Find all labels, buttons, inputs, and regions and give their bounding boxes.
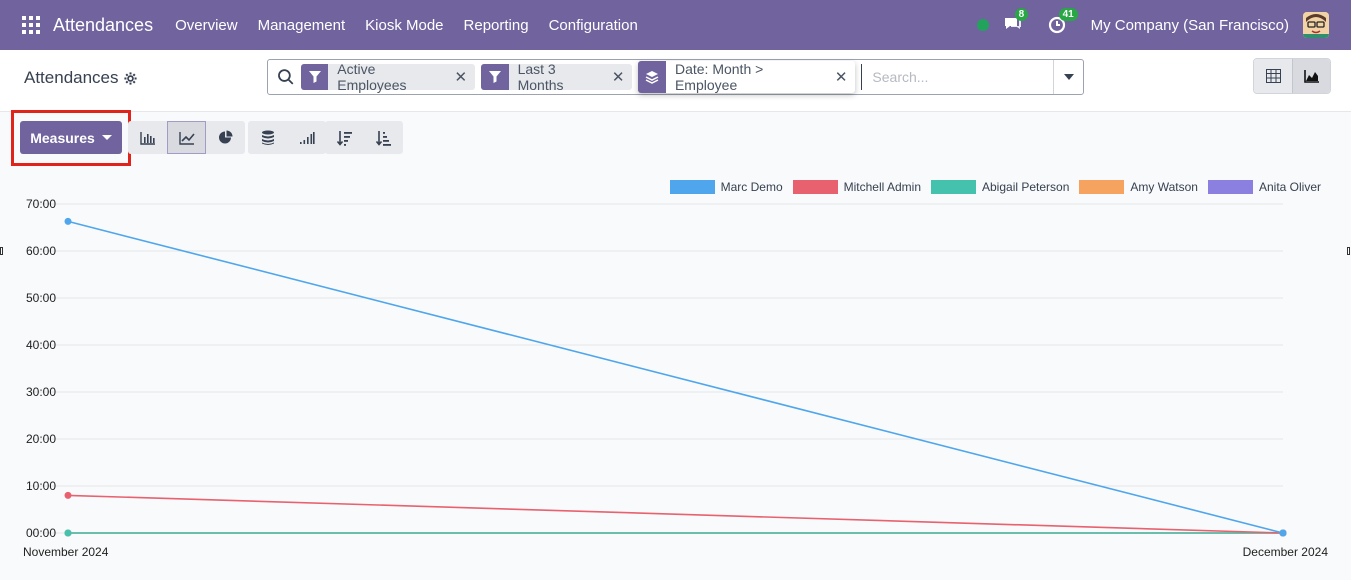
measures-label: Measures [30,129,95,146]
legend-item[interactable]: Abigail Peterson [931,180,1069,194]
legend-item[interactable]: Anita Oliver [1207,180,1321,194]
stacked-button[interactable] [248,121,287,154]
avatar-icon [1303,12,1329,38]
pie-chart-icon [219,130,233,144]
top-navbar: Attendances Overview Management Kiosk Mo… [0,0,1351,50]
layers-icon [638,61,666,93]
graph-view-button[interactable] [1292,59,1330,93]
sort-descending-icon [336,130,352,146]
close-icon[interactable]: ✕ [834,69,848,86]
sort-ascending-icon [375,130,391,146]
menu-kiosk-mode[interactable]: Kiosk Mode [365,16,444,34]
chart-options-group [248,121,326,154]
pivot-view-button[interactable] [1254,59,1292,93]
app-brand[interactable]: Attendances [53,14,154,35]
search-icon[interactable] [277,68,295,86]
legend-swatch [1079,180,1125,194]
sort-descending-button[interactable] [325,121,364,154]
chart-legend: Marc Demo Mitchell Admin Abigail Peterso… [660,180,1321,194]
company-switcher[interactable]: My Company (San Francisco) [1090,16,1289,34]
legend-swatch [792,180,838,194]
user-avatar[interactable] [1303,12,1329,38]
pie-chart-button[interactable] [206,121,245,154]
table-icon [1265,69,1281,83]
caret-down-icon [101,135,112,140]
search-input[interactable] [861,64,1054,90]
area-chart-icon [1303,70,1319,83]
clock-icon [1048,16,1065,34]
filter-icon [300,64,329,90]
gear-icon[interactable] [123,71,137,85]
measures-button[interactable]: Measures [20,121,122,154]
legend-label: Mitchell Admin [843,180,921,194]
facet-label: Active Employees [337,61,407,93]
frame-handle-right [1347,247,1350,255]
menu-management[interactable]: Management [257,16,346,34]
menu-reporting[interactable]: Reporting [463,16,529,34]
messages-count-badge: 8 [1014,8,1029,21]
messages-button[interactable]: 8 [1003,8,1029,36]
sort-ascending-button[interactable] [364,121,403,154]
page-title: Attendances [24,68,119,87]
facet-last-3-months[interactable]: Last 3 Months ✕ [481,61,633,93]
close-icon[interactable]: ✕ [611,69,625,86]
sort-group [325,121,403,154]
search-bar: Active Employees ✕ Last 3 Months ✕ Date:… [267,59,1084,95]
facet-active-employees[interactable]: Active Employees ✕ [300,61,476,93]
legend-item[interactable]: Marc Demo [669,180,783,194]
legend-label: Anita Oliver [1258,180,1321,194]
line-chart-button[interactable] [167,121,206,154]
line-chart-icon [178,131,195,145]
facet-label: Date: Month > Employee [674,61,764,93]
menu-overview[interactable]: Overview [175,16,238,34]
legend-label: Amy Watson [1130,180,1198,194]
facet-group-by[interactable]: Date: Month > Employee ✕ [638,61,856,93]
bar-chart-button[interactable] [128,121,167,154]
activities-count-badge: 41 [1058,8,1078,21]
view-switcher [1253,58,1331,94]
menu-configuration[interactable]: Configuration [548,16,638,34]
legend-item[interactable]: Amy Watson [1079,180,1198,194]
cumulative-button[interactable] [287,121,326,154]
legend-swatch [931,180,976,194]
legend-label: Marc Demo [720,180,783,194]
search-options-toggle[interactable] [1053,60,1083,94]
breadcrumb: Attendances [24,68,137,88]
chat-icon [1004,18,1021,29]
close-icon[interactable]: ✕ [454,69,468,86]
presence-status-icon[interactable] [976,19,989,31]
legend-swatch [1207,180,1253,194]
bar-chart-icon [139,131,155,145]
facet-label: Last 3 Months [517,61,564,93]
frame-handle-left [0,247,3,255]
control-panel: Attendances Active Employees ✕ Last 3 Mo… [0,50,1351,112]
stacked-icon [261,130,274,145]
legend-item[interactable]: Mitchell Admin [792,180,921,194]
legend-swatch [669,180,715,194]
cumulative-icon [299,131,315,144]
chart-type-group [128,121,245,154]
caret-down-icon [1063,74,1074,80]
filter-icon [481,64,509,90]
activities-button[interactable]: 41 [1047,8,1078,36]
apps-menu-icon[interactable] [22,16,40,34]
legend-label: Abigail Peterson [982,180,1070,194]
